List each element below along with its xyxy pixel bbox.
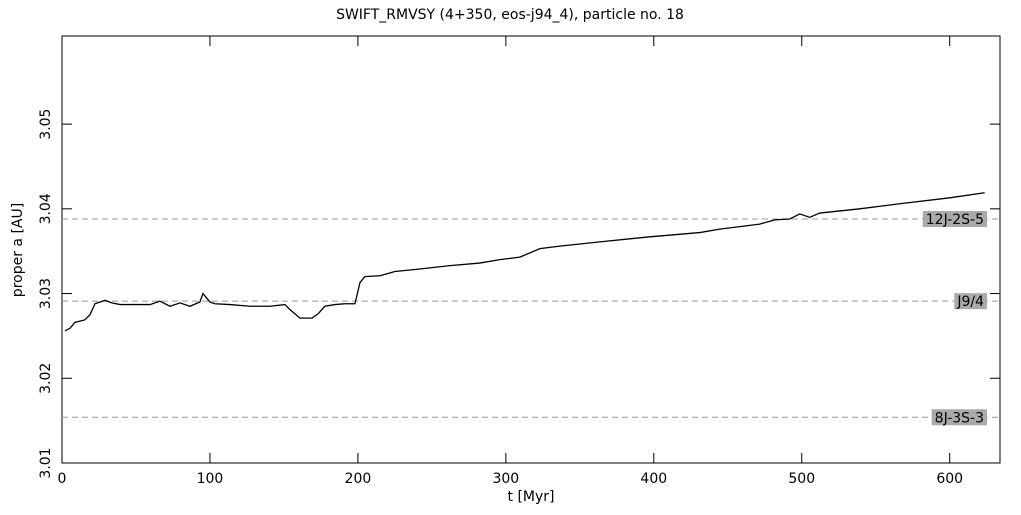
- y-tick-label: 3.02: [38, 363, 54, 394]
- y-tick-label: 3.01: [38, 447, 54, 478]
- y-tick-label: 3.04: [38, 193, 54, 224]
- x-tick-label: 600: [936, 471, 963, 487]
- resonance-label-box: [931, 409, 987, 426]
- chart-title: SWIFT_RMVSY (4+350, eos-j94_4), particle…: [336, 7, 684, 23]
- resonance-label-box: [954, 293, 987, 310]
- data-line: [64, 192, 985, 332]
- x-axis-label: t [Myr]: [508, 489, 555, 505]
- resonance-label: J9/4: [956, 294, 984, 310]
- x-tick-label: 400: [640, 471, 667, 487]
- y-axis-label: proper a [AU]: [10, 203, 26, 297]
- y-tick-label: 3.05: [38, 109, 54, 140]
- x-tick-label: 0: [58, 471, 67, 487]
- y-tick-label: 3.03: [38, 278, 54, 309]
- x-tick-label: 100: [197, 471, 224, 487]
- x-tick-label: 300: [492, 471, 519, 487]
- resonance-label: 12J-2S-5: [926, 212, 984, 228]
- resonance-label: 8J-3S-3: [935, 410, 984, 426]
- x-tick-label: 200: [345, 471, 372, 487]
- resonance-label-box: [922, 211, 987, 227]
- x-tick-label: 500: [788, 471, 815, 487]
- plot-frame: [61, 35, 1001, 464]
